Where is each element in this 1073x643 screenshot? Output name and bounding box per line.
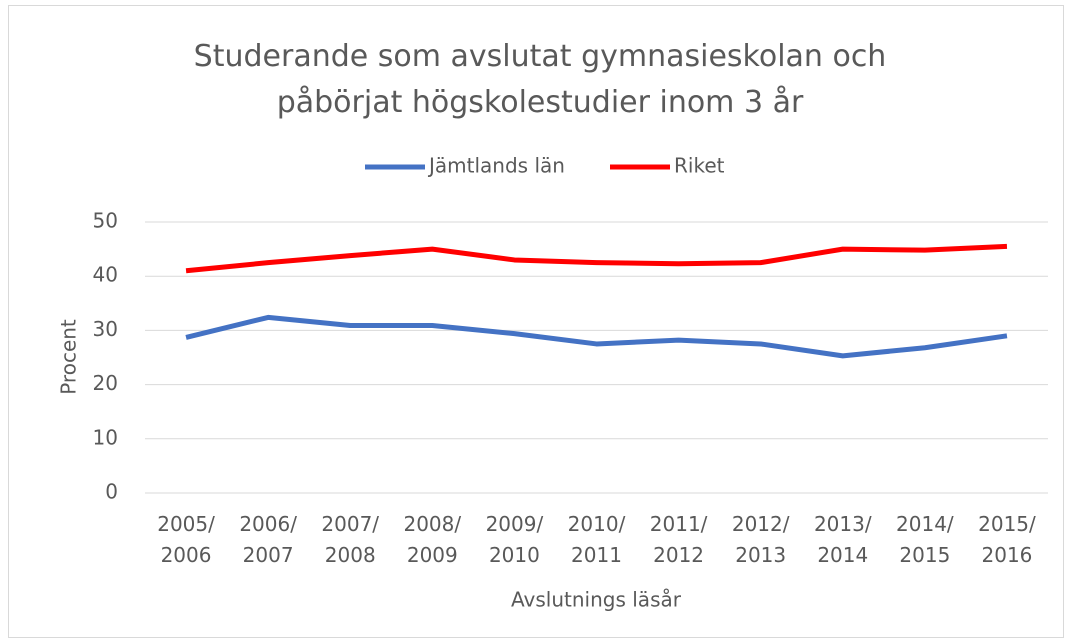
x-tick-label: 2006/2007 [239, 512, 297, 567]
series-line [185, 314, 1008, 359]
x-tick-label: 2012/2013 [732, 512, 790, 567]
x-tick-label: 2014/2015 [896, 512, 954, 567]
y-tick-label: 0 [105, 480, 118, 504]
x-tick-label: 2008/2009 [403, 512, 461, 567]
y-tick-label: 30 [93, 317, 118, 341]
x-tick-label: 2005/2006 [157, 512, 215, 567]
series-line [185, 243, 1008, 274]
x-tick-label: 2009/2010 [486, 512, 544, 567]
y-tick-label: 20 [93, 371, 118, 395]
x-tick-label: 2010/2011 [568, 512, 626, 567]
y-tick-label: 10 [93, 425, 118, 449]
y-tick-label: 40 [93, 263, 118, 287]
x-axis-label: Avslutnings läsår [511, 588, 682, 612]
y-axis-label: Procent [57, 319, 81, 395]
y-tick-label: 50 [93, 209, 118, 233]
x-tick-label: 2013/2014 [814, 512, 872, 567]
x-tick-label: 2015/2016 [978, 512, 1036, 567]
legend-label: Riket [674, 154, 725, 178]
chart-title: Studerande som avslutat gymnasieskolan o… [193, 39, 887, 120]
x-tick-label: 2011/2012 [650, 512, 708, 567]
x-tick-label: 2007/2008 [321, 512, 379, 567]
frame-border [8, 5, 1064, 638]
legend-label: Jämtlands län [427, 154, 565, 178]
